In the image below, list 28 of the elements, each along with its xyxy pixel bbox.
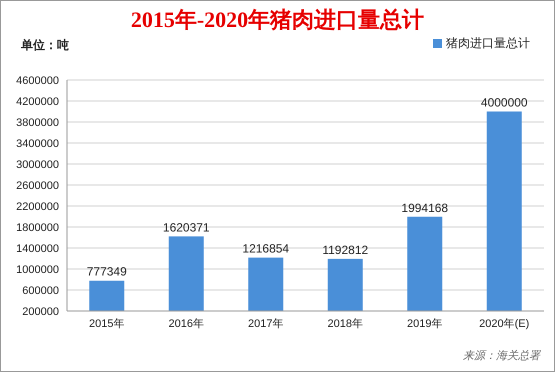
y-tick-label: 3400000 <box>16 138 59 150</box>
data-label: 1620371 <box>162 220 210 234</box>
y-tick-label: 2200000 <box>16 200 59 213</box>
chart-title: 2015年-2020年猪肉进口量总计 <box>130 6 426 34</box>
y-tick-label: 600000 <box>22 284 59 297</box>
legend-label: 猪肉进口量总计 <box>446 36 530 50</box>
y-tick-label: 4200000 <box>16 96 59 108</box>
x-tick-label: 2017年 <box>248 318 284 330</box>
x-tick-label: 2015年 <box>89 318 124 330</box>
y-tick-label: 1800000 <box>16 222 59 234</box>
y-tick-label: 200000 <box>22 306 59 318</box>
data-label: 1192812 <box>322 242 368 257</box>
x-tick-label: 2019年 <box>407 318 442 330</box>
y-tick-label: 4600000 <box>16 74 59 87</box>
data-label: 1216854 <box>242 242 290 256</box>
x-tick-label: 2018年 <box>328 318 363 330</box>
y-tick-label: 3800000 <box>16 116 59 129</box>
x-tick-label: 2020年(E) <box>479 318 530 330</box>
data-label: 777349 <box>86 264 128 279</box>
y-tick-label: 3000000 <box>16 158 59 171</box>
y-tick-label: 2600000 <box>16 180 59 192</box>
data-label: 1994168 <box>401 200 448 215</box>
y-axis-title: 单位：吨 <box>21 37 69 54</box>
data-label: 4000000 <box>480 96 528 110</box>
x-tick-label: 2016年 <box>168 318 204 330</box>
source-note: 来源：海关总署 <box>463 348 540 363</box>
y-tick-label: 1400000 <box>16 242 59 255</box>
y-tick-label: 1000000 <box>16 264 59 276</box>
